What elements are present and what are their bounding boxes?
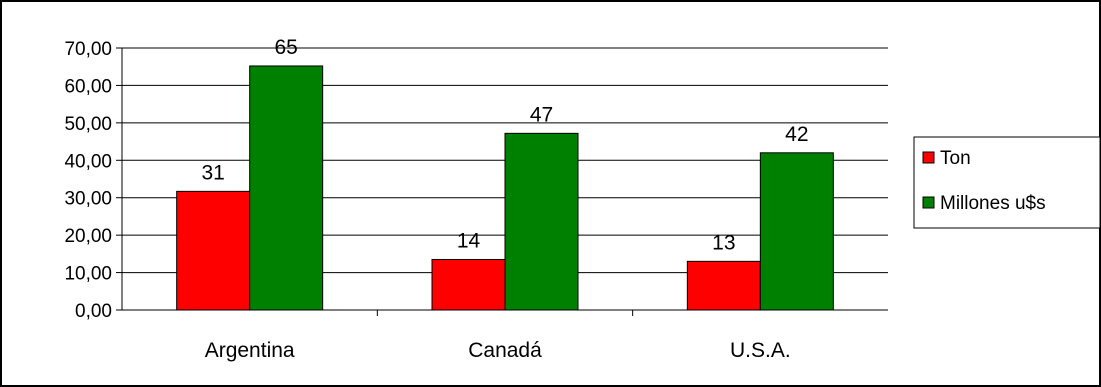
bar-ton xyxy=(431,258,506,311)
y-tick-label: 40,00 xyxy=(64,151,112,172)
y-tick-label: 50,00 xyxy=(64,114,112,135)
data-labels: 31 65 14 47 13 42 xyxy=(201,36,808,254)
y-tick-label: 20,00 xyxy=(64,226,112,247)
x-category-label: U.S.A. xyxy=(730,339,791,362)
data-label: 47 xyxy=(530,103,553,126)
data-label: 31 xyxy=(201,161,224,184)
y-tick-label: 30,00 xyxy=(64,189,112,210)
legend-label-ton: Ton xyxy=(940,148,971,169)
x-category-label: Argentina xyxy=(205,339,295,362)
data-label: 42 xyxy=(785,123,808,146)
legend-label-millones: Millones u$s xyxy=(940,193,1046,214)
bar-millones xyxy=(504,132,579,311)
bar-millones xyxy=(759,152,834,311)
y-tick-label: 70,00 xyxy=(64,39,112,60)
legend: Ton Millones u$s xyxy=(913,136,1101,229)
legend-swatch-ton xyxy=(922,151,935,164)
bar-ton xyxy=(686,260,761,311)
data-label: 14 xyxy=(457,229,481,252)
y-tick-label: 10,00 xyxy=(64,264,112,285)
x-category-label: Canadá xyxy=(468,339,542,362)
legend-swatch-millones xyxy=(922,196,935,209)
data-label: 65 xyxy=(274,36,297,59)
legend-box xyxy=(913,136,1101,229)
bar-ton xyxy=(176,190,251,311)
bars xyxy=(176,65,834,311)
bar-millones xyxy=(249,65,324,311)
y-tick-label: 0,00 xyxy=(75,301,112,322)
axes: 0,00 10,00 20,00 30,00 40,00 50,00 60,00 70,00 A… xyxy=(64,39,888,362)
y-tick-label: 60,00 xyxy=(64,76,112,97)
data-label: 13 xyxy=(712,231,735,254)
